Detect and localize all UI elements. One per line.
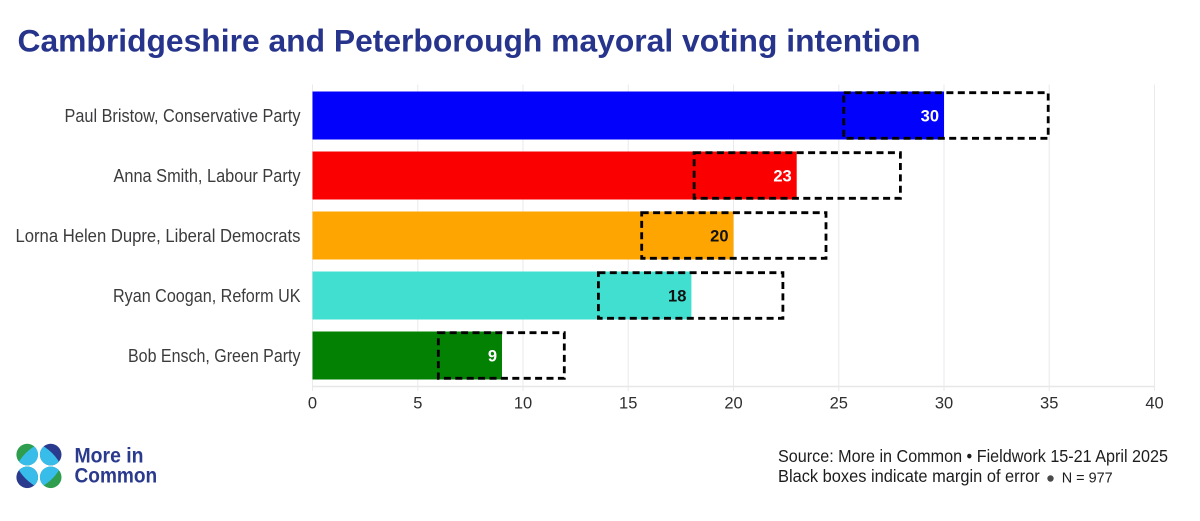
svg-text:Anna Smith, Labour Party: Anna Smith, Labour Party (114, 166, 301, 186)
svg-text:More in: More in (75, 445, 144, 468)
svg-text:30: 30 (935, 395, 953, 413)
svg-text:35: 35 (1040, 395, 1058, 413)
svg-text:Cambridgeshire and Peterboroug: Cambridgeshire and Peterborough mayoral … (18, 22, 921, 58)
svg-text:0: 0 (308, 395, 317, 413)
svg-text:Bob Ensch, Green Party: Bob Ensch, Green Party (128, 346, 301, 366)
svg-text:Source: More in Common • Field: Source: More in Common • Fieldwork 15-21… (778, 446, 1168, 466)
svg-text:20: 20 (710, 228, 728, 246)
svg-text:30: 30 (921, 108, 939, 126)
svg-text:20: 20 (724, 395, 742, 413)
svg-text:10: 10 (514, 395, 532, 413)
svg-text:Ryan Coogan, Reform UK: Ryan Coogan, Reform UK (113, 286, 301, 306)
svg-text:18: 18 (668, 288, 686, 306)
svg-text:Lorna Helen Dupre, Liberal Dem: Lorna Helen Dupre, Liberal Democrats (16, 226, 301, 246)
svg-text:N = 977: N = 977 (1062, 469, 1113, 486)
svg-text:Black boxes indicate margin of: Black boxes indicate margin of error (778, 466, 1040, 486)
svg-text:40: 40 (1145, 395, 1163, 413)
svg-text:Paul Bristow, Conservative Par: Paul Bristow, Conservative Party (65, 106, 301, 126)
svg-text:23: 23 (773, 168, 791, 186)
svg-text:5: 5 (413, 395, 422, 413)
svg-text:25: 25 (830, 395, 848, 413)
svg-text:15: 15 (619, 395, 637, 413)
svg-text:9: 9 (488, 348, 497, 366)
svg-text:Common: Common (75, 464, 158, 487)
